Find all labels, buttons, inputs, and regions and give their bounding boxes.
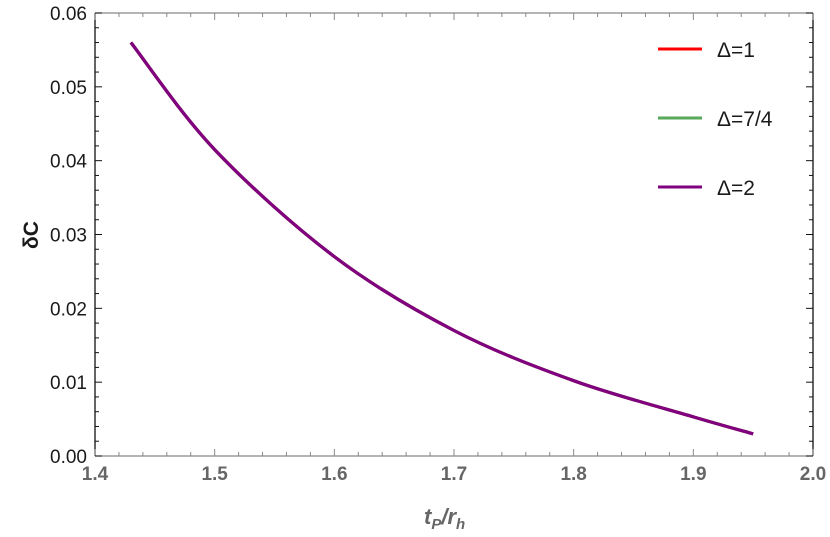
legend-item: Δ=2 [658, 177, 755, 200]
y-tick-label: 0.03 [50, 226, 87, 247]
legend: Δ=1 Δ=7/4 Δ=2 [658, 39, 773, 200]
y-tick-label: 0.06 [50, 4, 87, 25]
x-tick-label: 1.8 [560, 464, 586, 485]
x-tick-label: 1.4 [82, 464, 109, 485]
x-tick-label: 1.6 [321, 464, 347, 485]
y-tick-label: 0.04 [50, 152, 87, 173]
curve-Δ=7/4 [129, 41, 754, 436]
y-tick-label: 0.02 [50, 299, 87, 320]
y-tick-label: 0.00 [50, 447, 87, 468]
curve-Δ=1 [129, 41, 754, 436]
x-tick-label: 1.9 [680, 464, 706, 485]
legend-item: Δ=7/4 [658, 108, 773, 131]
x-tick-labels: 1.4 1.5 1.6 1.7 1.8 1.9 2.0 [82, 464, 826, 485]
x-tick-label: 2.0 [800, 464, 826, 485]
y-tick-label: 0.01 [50, 373, 87, 394]
legend-label: Δ=2 [717, 177, 755, 200]
x-tick-label: 1.5 [201, 464, 228, 485]
curve-Δ=2 [129, 41, 754, 436]
legend-label: Δ=7/4 [717, 108, 773, 131]
y-tick-label: 0.05 [50, 78, 87, 99]
data-curves [129, 41, 754, 436]
y-axis-label: δC [20, 221, 43, 249]
plot-frame [94, 12, 814, 457]
axis-ticks [94, 12, 814, 457]
legend-item: Δ=1 [658, 39, 755, 62]
y-tick-labels: 0.00 0.01 0.02 0.03 0.04 0.05 0.06 [50, 4, 87, 468]
x-tick-label: 1.7 [441, 464, 467, 485]
x-axis-label: tP/rh [424, 504, 465, 533]
legend-label: Δ=1 [717, 39, 755, 62]
